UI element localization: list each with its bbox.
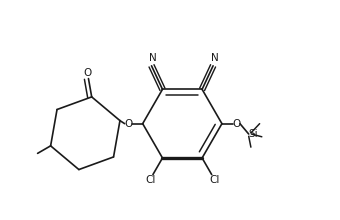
Text: N: N [149, 53, 157, 63]
Text: Cl: Cl [209, 175, 220, 185]
Text: Si: Si [249, 129, 258, 139]
Text: O: O [232, 119, 240, 129]
Text: O: O [83, 68, 91, 78]
Text: O: O [124, 119, 132, 129]
Text: N: N [210, 53, 218, 63]
Text: Cl: Cl [145, 175, 155, 185]
